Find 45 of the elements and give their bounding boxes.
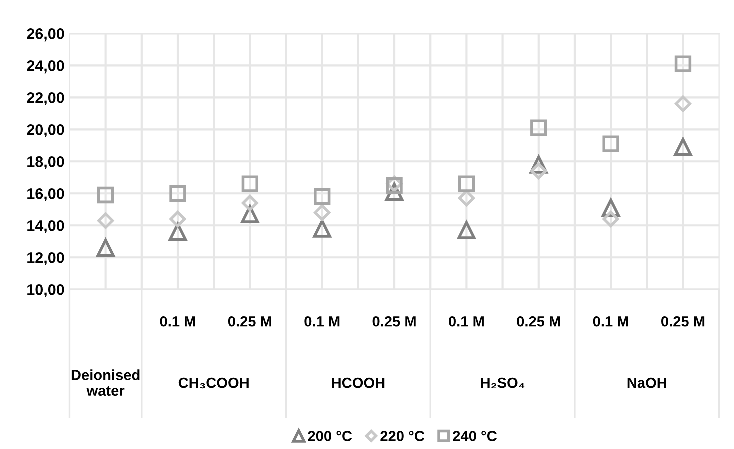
x-tick-label: 0.25 M (228, 316, 272, 327)
y-tick-label: 24,00 (27, 60, 64, 74)
point (674, 96, 692, 112)
legend-label: 220 °C (380, 431, 425, 442)
x-tick-label: 0.1 M (304, 316, 340, 327)
text: H₂SO₄ (481, 378, 525, 389)
x-tick-label: 0.25 M (662, 316, 705, 327)
point (314, 188, 331, 206)
point (602, 136, 620, 152)
x-tick-label: 0.1 M (160, 316, 196, 327)
point (458, 190, 475, 207)
y-tick-label: 18,00 (28, 156, 64, 170)
legend-label: 200 °C (308, 431, 352, 442)
point (314, 204, 331, 222)
x-tick-label: 0.25 M (517, 316, 560, 327)
point (242, 176, 259, 192)
point (97, 186, 114, 204)
x-tick-label: 0.1 M (593, 316, 628, 327)
point (674, 138, 692, 156)
y-tick-label: 10,00 (28, 284, 64, 298)
point (242, 194, 258, 212)
point (170, 185, 186, 202)
text: HCOOH (332, 378, 385, 388)
text: CH₃COOH (178, 378, 249, 389)
y-tick-label: 20,00 (27, 124, 64, 138)
y-tick-label: 26,00 (27, 28, 64, 42)
point (674, 56, 692, 72)
text: NaOH (628, 378, 666, 388)
x-tick-label: 0.25 M (372, 316, 416, 327)
point (96, 238, 115, 258)
x-tick-label: 0.1 M (449, 316, 484, 327)
point (458, 176, 476, 192)
point (458, 221, 476, 240)
point (602, 210, 620, 228)
point (530, 162, 548, 180)
text: Deionised water (72, 370, 140, 396)
y-tick-label: 22,00 (27, 92, 64, 106)
point (98, 212, 114, 230)
y-tick-label: 14,00 (28, 220, 64, 234)
y-tick-label: 12,00 (28, 252, 64, 266)
point (170, 210, 186, 228)
point (530, 120, 548, 136)
legend-label: 240 °C (453, 431, 497, 442)
y-tick-label: 16,00 (28, 188, 64, 202)
point (313, 220, 332, 238)
